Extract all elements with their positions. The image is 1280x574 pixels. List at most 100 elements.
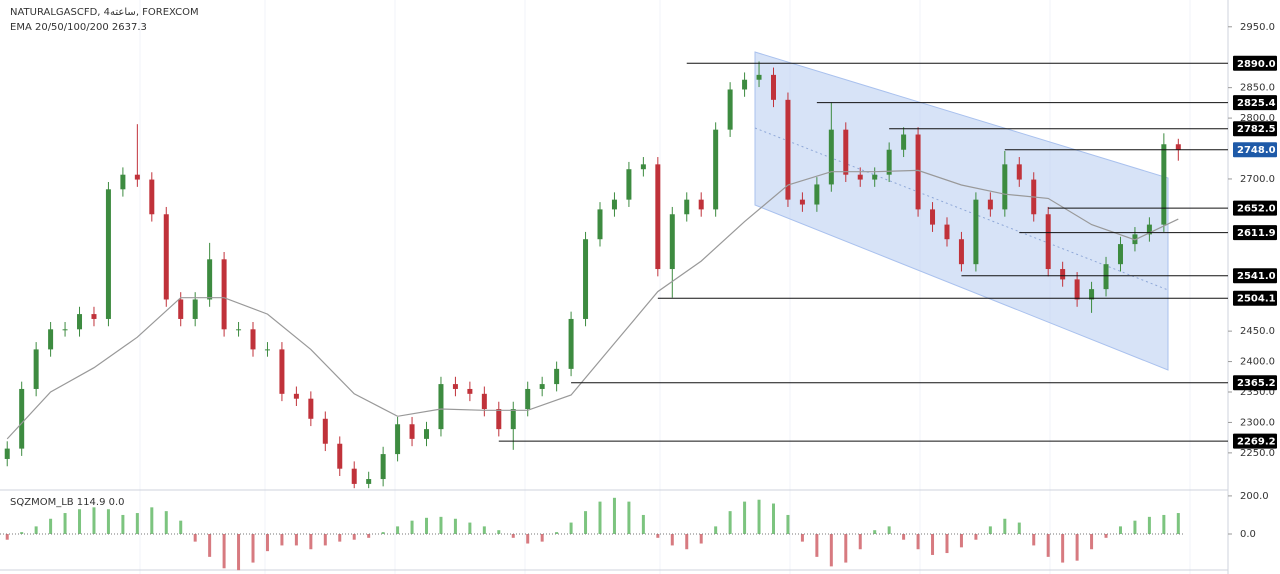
level-label: 2269.2 [1237,437,1276,448]
momentum-bar [237,534,241,571]
candle-body [510,409,516,430]
candle-body [568,318,574,369]
candle-body [279,349,285,394]
momentum-bar [164,511,168,534]
y-tick-label: 2250.0 [1240,448,1275,459]
momentum-bar [743,501,747,534]
momentum-bar [294,534,298,546]
level-label-box [1233,290,1277,306]
candle-body [539,384,545,389]
level-label-box [1233,142,1277,158]
momentum-bar [1003,518,1007,534]
momentum-bar [1032,534,1036,546]
momentum-bar [179,520,183,534]
y-tick-label: 2950.0 [1240,22,1275,33]
candle-body [105,189,111,319]
momentum-bar [1147,516,1151,534]
momentum-bar [974,534,978,540]
momentum-bar [569,522,573,534]
candle-body [467,388,473,394]
momentum-bar [1017,522,1021,534]
level-label: 2365.2 [1237,378,1276,389]
y-tick-label: 200.0 [1240,491,1269,502]
momentum-bar [280,534,284,546]
candle-body [770,74,776,100]
plot-area: 2950.0 2850.0 2800.0 2700.0 2450.0 2400.0 2350… [0,22,1275,571]
momentum-bar [34,526,38,534]
candle-body [872,174,878,180]
y-tick-label: 2450.0 [1240,326,1275,337]
candle-body [351,468,357,484]
candle-body [973,199,979,265]
candle-body [525,388,531,410]
candle-body [221,259,227,330]
momentum-bar [352,534,356,540]
candle-body [669,214,675,270]
momentum-bar [1075,534,1079,561]
candle-body [554,368,560,385]
channel-midline [754,127,1169,291]
momentum-bar [641,514,645,534]
momentum-bar [106,509,110,534]
candle-body [438,384,444,430]
y-tick-label: 2700.0 [1240,174,1275,185]
momentum-bar [945,534,949,554]
candle-body [395,424,401,455]
momentum-bar [598,501,602,534]
candle-body [178,299,184,319]
level-label-box [1233,95,1277,111]
momentum-bar [5,534,9,540]
level-label: 2782.5 [1237,124,1276,135]
level-label-box [1233,225,1277,241]
momentum-bar [902,534,906,540]
level-label-box [1233,268,1277,284]
candle-body [4,448,10,459]
momentum-bar [670,534,674,546]
candle-body [293,393,299,399]
momentum-bar [265,534,269,552]
candle-body [1146,224,1152,235]
momentum-bar [367,534,371,538]
momentum-bar [1090,534,1094,550]
candle-body [799,199,805,205]
candle-body [901,134,907,150]
momentum-bar [20,532,24,534]
momentum-bar [1176,513,1180,534]
candle-body [149,179,155,215]
momentum-bar [771,503,775,534]
momentum-bar [714,526,718,534]
y-tick-label: 2850.0 [1240,83,1275,94]
y-tick-label: 2300.0 [1240,417,1275,428]
candle-body [843,129,849,175]
candle-body [640,164,646,170]
momentum-bar [497,530,501,534]
momentum-bar [251,534,255,563]
momentum-bar [309,534,313,550]
candle-body [308,398,314,419]
candle-body [48,329,54,350]
momentum-bar [1133,520,1137,534]
momentum-bar [63,513,67,534]
momentum-bar [1118,526,1122,534]
y-tick-label: 0.0 [1240,529,1256,540]
y-tick-label: 2350.0 [1240,387,1275,398]
momentum-bar [193,534,197,542]
indicator-legend: EMA 20/50/100/200 2637.3 [10,22,147,33]
momentum-bar [396,526,400,534]
candle-body [366,479,372,484]
momentum-bar [873,530,877,534]
momentum-bar [121,514,125,534]
level-label-box [1233,200,1277,216]
level-label-box [1233,433,1277,449]
momentum-bar [858,534,862,550]
candle-body [1002,164,1008,210]
momentum-bar [887,526,891,534]
momentum-bar [612,497,616,534]
momentum-bar [656,534,660,538]
candle-body [409,424,415,439]
candle-body [915,134,921,210]
candle-body [785,99,791,200]
candle-body [322,418,328,444]
candle-body [1089,289,1095,300]
candle-body [1060,269,1066,280]
